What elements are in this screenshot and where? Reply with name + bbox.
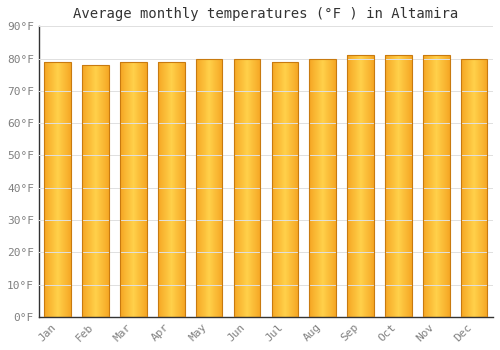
- Title: Average monthly temperatures (°F ) in Altamira: Average monthly temperatures (°F ) in Al…: [74, 7, 458, 21]
- Bar: [82, 65, 109, 317]
- Bar: [423, 55, 450, 317]
- Bar: [310, 58, 336, 317]
- Bar: [348, 55, 374, 317]
- Bar: [385, 55, 411, 317]
- Bar: [120, 62, 146, 317]
- Bar: [44, 62, 71, 317]
- Bar: [196, 58, 222, 317]
- Bar: [158, 62, 184, 317]
- Bar: [461, 58, 487, 317]
- Bar: [272, 62, 298, 317]
- Bar: [234, 58, 260, 317]
